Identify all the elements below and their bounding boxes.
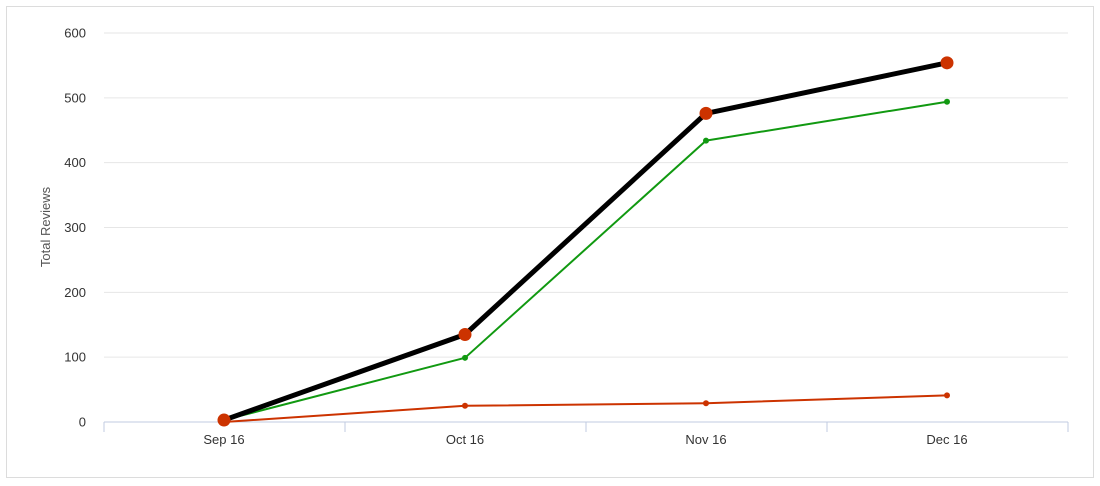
x-tick-label: Nov 16: [685, 432, 726, 447]
series-line: [223, 394, 948, 423]
data-point[interactable]: [458, 327, 472, 341]
data-point[interactable]: [462, 354, 468, 361]
gridlines: [104, 32, 1068, 358]
y-tick-label: 600: [64, 26, 86, 41]
data-point[interactable]: [703, 137, 709, 144]
data-point[interactable]: [703, 400, 709, 407]
x-tick-label: Oct 16: [446, 432, 484, 447]
series-2: [221, 392, 950, 425]
series-line: [223, 100, 948, 422]
data-point[interactable]: [944, 98, 950, 105]
y-tick-label: 100: [64, 350, 86, 365]
y-tick-label: 200: [64, 285, 86, 300]
data-point[interactable]: [699, 106, 713, 120]
y-tick-label: 500: [64, 90, 86, 105]
data-point[interactable]: [462, 402, 468, 409]
series-group: [217, 56, 954, 427]
y-tick-label: 400: [64, 155, 86, 170]
x-tick-label: Sep 16: [203, 432, 244, 447]
data-point[interactable]: [217, 413, 231, 427]
series-0: [217, 56, 954, 427]
y-tick-label: 300: [64, 220, 86, 235]
x-tick-label: Dec 16: [926, 432, 967, 447]
chart-frame: [6, 6, 1094, 478]
series-line: [221, 60, 950, 423]
y-axis-title: Total Reviews: [38, 186, 53, 267]
data-point[interactable]: [944, 392, 950, 399]
y-tick-label: 0: [79, 415, 86, 430]
data-point[interactable]: [940, 56, 954, 70]
axes: 0 100 200 300 400 500 600 Sep 16 Oct 16 Nov 16 Dec…: [64, 26, 1069, 447]
series-1: [221, 98, 950, 424]
